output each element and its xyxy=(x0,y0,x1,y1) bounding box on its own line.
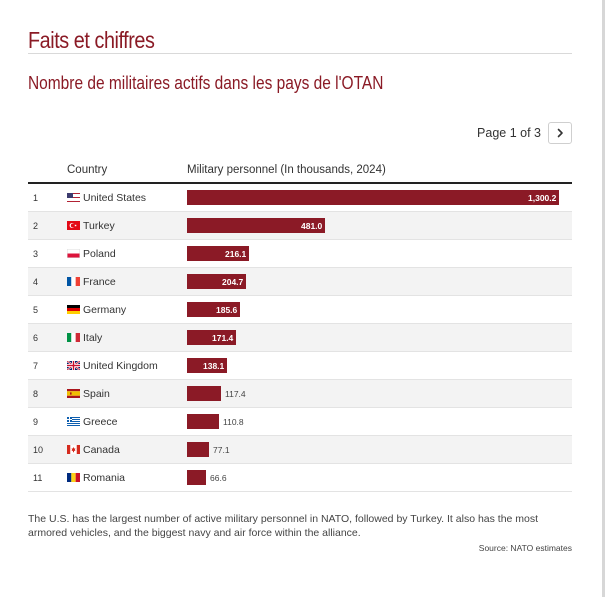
data-label: 204.7 xyxy=(222,277,244,287)
data-label: 481.0 xyxy=(301,221,323,231)
country-label: United Kingdom xyxy=(83,360,158,372)
pagination: Page 1 of 3 xyxy=(477,122,572,144)
data-label: 185.6 xyxy=(216,305,238,315)
uk-flag-icon xyxy=(67,361,80,370)
country-label: Spain xyxy=(83,388,110,400)
rank-label: 3 xyxy=(33,249,39,259)
column-header-country[interactable]: Country xyxy=(67,164,108,176)
rank-label: 4 xyxy=(33,277,39,287)
country-label: France xyxy=(83,276,116,288)
turkey-flag-icon xyxy=(67,221,80,230)
data-label: 1,300.2 xyxy=(528,193,557,203)
spain-flag-icon xyxy=(67,389,80,398)
canada-flag-icon xyxy=(67,445,80,454)
page-edge xyxy=(602,0,605,597)
country-label: United States xyxy=(83,192,147,204)
data-label: 110.8 xyxy=(223,417,244,427)
rank-label: 8 xyxy=(33,389,39,399)
table-row: 8 Spain 117.4 xyxy=(28,380,572,408)
table-row: 4 France 204.7 xyxy=(28,268,572,296)
greece-flag-icon xyxy=(67,417,80,426)
rank-label: 10 xyxy=(33,445,44,455)
bar-table: 1 United States 1,300.2 2 Turkey 481.0 3 Poland… xyxy=(28,184,572,492)
data-label: 171.4 xyxy=(212,333,234,343)
source-note: Source: NATO estimates xyxy=(478,543,572,553)
data-label: 117.4 xyxy=(225,389,246,399)
data-label: 216.1 xyxy=(225,249,247,259)
section-divider xyxy=(28,53,572,54)
table-row: 2 Turkey 481.0 xyxy=(28,212,572,240)
france-flag-icon xyxy=(67,277,80,286)
country-label: Romania xyxy=(83,472,126,484)
country-label: Germany xyxy=(83,304,127,316)
bar[interactable] xyxy=(187,302,240,317)
bar[interactable] xyxy=(187,218,325,233)
table-row: 5 Germany 185.6 xyxy=(28,296,572,324)
country-label: Greece xyxy=(83,416,118,428)
country-label: Canada xyxy=(83,444,120,456)
italy-flag-icon xyxy=(67,333,80,342)
rank-label: 1 xyxy=(33,193,39,203)
section-title: Faits et chiffres xyxy=(28,27,155,53)
chart-title: Nombre de militaires actifs dans les pay… xyxy=(28,73,384,93)
bar[interactable] xyxy=(187,330,236,345)
table-row: 6 Italy 171.4 xyxy=(28,324,572,352)
rank-label: 11 xyxy=(33,473,43,483)
romania-flag-icon xyxy=(67,473,80,482)
rank-label: 6 xyxy=(33,333,39,343)
page-indicator: Page 1 of 3 xyxy=(477,126,541,140)
bar[interactable] xyxy=(187,414,219,429)
table-row: 7 United Kingdom 138.1 xyxy=(28,352,572,380)
table-row: 11 Romania 66.6 xyxy=(28,464,572,492)
next-page-button[interactable] xyxy=(548,122,572,144)
poland-flag-icon xyxy=(67,249,80,258)
rank-label: 7 xyxy=(33,361,39,371)
bar[interactable] xyxy=(187,358,227,373)
table-row: 3 Poland 216.1 xyxy=(28,240,572,268)
table-row: 9 Greece 110.8 xyxy=(28,408,572,436)
header-rule xyxy=(28,182,572,184)
table-row: 10 Canada 77.1 xyxy=(28,436,572,464)
bar[interactable] xyxy=(187,470,206,485)
bar[interactable] xyxy=(187,442,209,457)
country-label: Poland xyxy=(83,248,116,260)
data-label: 138.1 xyxy=(203,361,225,371)
country-label: Italy xyxy=(83,332,103,344)
bar[interactable] xyxy=(187,386,221,401)
column-header-value[interactable]: Military personnel (In thousands, 2024) xyxy=(187,164,386,176)
data-label: 77.1 xyxy=(213,445,230,455)
footnote: The U.S. has the largest number of activ… xyxy=(28,513,539,539)
germany-flag-icon xyxy=(67,305,80,314)
rank-label: 9 xyxy=(33,417,39,427)
bar[interactable] xyxy=(187,274,246,289)
country-label: Turkey xyxy=(83,220,115,232)
rank-label: 5 xyxy=(33,305,39,315)
table-row: 1 United States 1,300.2 xyxy=(28,184,572,212)
chevron-right-icon xyxy=(557,128,563,138)
data-label: 66.6 xyxy=(210,473,227,483)
us-flag-icon xyxy=(67,193,80,202)
bar[interactable] xyxy=(187,246,249,261)
rank-label: 2 xyxy=(33,221,39,231)
bar[interactable] xyxy=(187,190,559,205)
